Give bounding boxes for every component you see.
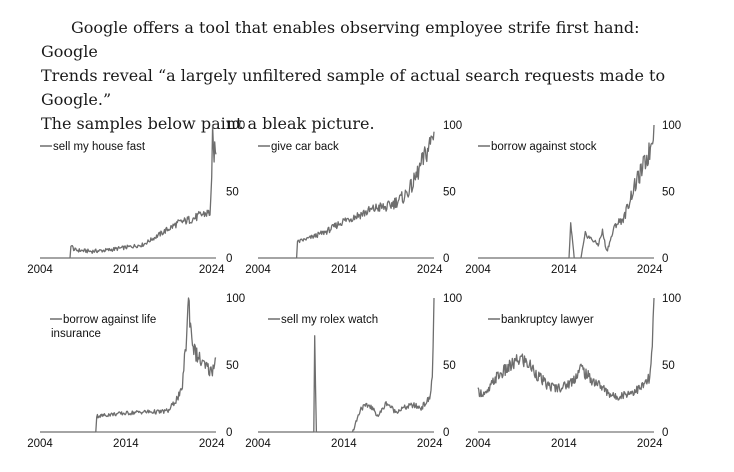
- intro-line-2: Trends reveal “a largely unfiltered samp…: [41, 66, 666, 109]
- y-tick-label: 50: [226, 360, 239, 372]
- trend-panel-2: 2004 2014 2024 100 50 0 give car back: [245, 120, 462, 276]
- y-tick-label: 50: [443, 187, 456, 199]
- x-tick-label: 2024: [637, 264, 663, 276]
- y-tick-label: 100: [226, 120, 245, 132]
- series-line: [40, 297, 217, 433]
- trend-panel-1: 2004 2014 2024 100 50 0 sell my house fast: [27, 120, 245, 276]
- y-tick-label: 100: [443, 120, 462, 132]
- x-tick-label: 2004: [245, 264, 271, 276]
- y-tick-label: 0: [662, 253, 668, 265]
- y-tick-label: 100: [662, 120, 681, 132]
- y-tick-label: 50: [443, 360, 456, 372]
- y-tick-label: 100: [443, 293, 462, 305]
- x-tick-label: 2004: [465, 438, 491, 450]
- y-tick-label: 0: [662, 427, 668, 439]
- intro-line-3: The samples below paint a bleak picture.: [41, 114, 375, 133]
- series-line: [258, 131, 435, 259]
- series-line: [478, 124, 655, 259]
- y-tick-label: 0: [443, 253, 449, 265]
- x-tick-label: 2024: [199, 438, 225, 450]
- x-tick-label: 2004: [27, 264, 53, 276]
- x-tick-label: 2014: [113, 438, 139, 450]
- x-tick-label: 2024: [417, 438, 443, 450]
- series-line: [40, 124, 217, 259]
- legend-label: sell my rolex watch: [281, 314, 378, 326]
- series-line: [258, 297, 435, 433]
- intro-line-1: Google offers a tool that enables observ…: [41, 18, 640, 61]
- x-tick-label: 2014: [551, 264, 577, 276]
- x-tick-label: 2014: [113, 264, 139, 276]
- series-line: [477, 297, 655, 401]
- x-tick-label: 2014: [331, 264, 357, 276]
- x-tick-label: 2014: [551, 438, 577, 450]
- y-tick-label: 0: [226, 253, 232, 265]
- y-tick-label: 50: [226, 187, 239, 199]
- legend-label: bankruptcy lawyer: [501, 314, 594, 326]
- y-tick-label: 100: [226, 293, 245, 305]
- intro-paragraph: Google offers a tool that enables observ…: [41, 16, 701, 136]
- trend-panel-4: 2004 2014 2024 100 50 0 borrow against life ins…: [27, 293, 245, 450]
- y-tick-label: 0: [226, 427, 232, 439]
- x-tick-label: 2024: [637, 438, 663, 450]
- x-tick-label: 2014: [331, 438, 357, 450]
- x-tick-label: 2024: [199, 264, 225, 276]
- legend-label: give car back: [271, 141, 339, 153]
- y-tick-label: 50: [662, 187, 675, 199]
- legend-label: borrow against stock: [491, 141, 597, 153]
- x-tick-label: 2004: [27, 438, 53, 450]
- y-tick-label: 100: [662, 293, 681, 305]
- legend-label: borrow against life insurance: [51, 314, 156, 340]
- trend-panel-6: 2004 2014 2024 100 50 0 bankruptcy lawyer: [465, 293, 681, 450]
- y-tick-label: 0: [443, 427, 449, 439]
- x-tick-label: 2004: [245, 438, 271, 450]
- legend-label: sell my house fast: [53, 141, 146, 153]
- x-tick-label: 2004: [465, 264, 491, 276]
- trend-panel-3: 2004 2014 2024 100 50 0 borrow against stock: [465, 120, 681, 276]
- x-tick-label: 2024: [417, 264, 443, 276]
- y-tick-label: 50: [662, 360, 675, 372]
- trend-panel-5: 2004 2014 2024 100 50 0 sell my rolex watch: [245, 293, 462, 450]
